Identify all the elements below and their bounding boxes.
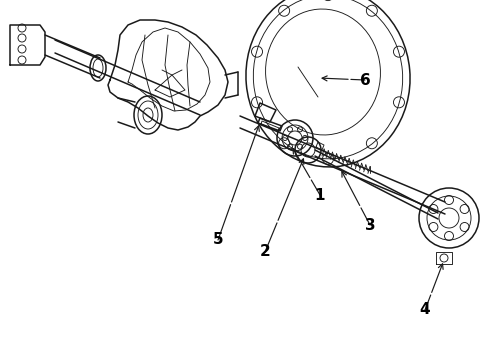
Text: 5: 5 xyxy=(213,233,223,248)
Text: 2: 2 xyxy=(260,244,270,260)
Text: 4: 4 xyxy=(420,302,430,318)
Text: 1: 1 xyxy=(315,188,325,202)
Text: 3: 3 xyxy=(365,217,375,233)
Text: 6: 6 xyxy=(360,72,370,87)
